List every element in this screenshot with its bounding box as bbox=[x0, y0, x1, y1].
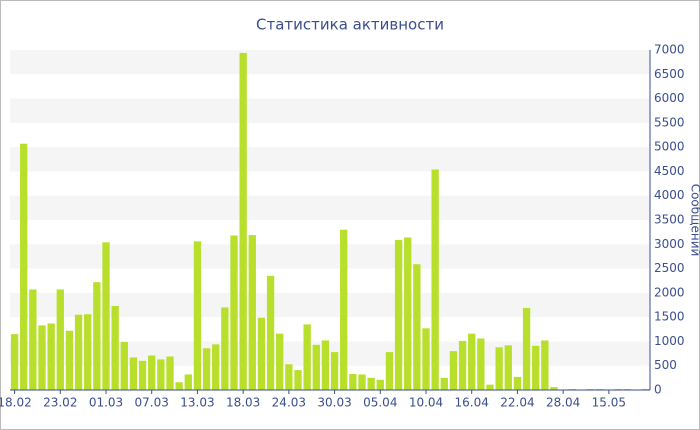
bar bbox=[20, 143, 28, 390]
grid-band bbox=[10, 98, 650, 123]
bar bbox=[221, 307, 229, 390]
y-tick-label: 4500 bbox=[654, 164, 685, 178]
bar bbox=[56, 289, 64, 390]
x-tick-label: 16.04 bbox=[455, 396, 489, 410]
bar bbox=[74, 314, 83, 390]
chart-title: Статистика активности bbox=[256, 16, 444, 34]
bar bbox=[321, 340, 330, 390]
bar bbox=[148, 355, 156, 390]
x-tick-label: 22.04 bbox=[500, 396, 534, 410]
bar bbox=[138, 360, 147, 390]
bar bbox=[93, 282, 101, 390]
bar bbox=[184, 374, 192, 390]
bar bbox=[248, 235, 256, 390]
bar bbox=[111, 305, 119, 390]
bar bbox=[65, 330, 74, 390]
bar bbox=[431, 169, 439, 390]
bar bbox=[266, 275, 275, 390]
bar bbox=[102, 242, 110, 390]
x-tick-label: 10.04 bbox=[409, 396, 443, 410]
x-tick-label: 13.03 bbox=[180, 396, 214, 410]
y-tick-label: 5000 bbox=[654, 140, 685, 154]
grid-band bbox=[10, 195, 650, 220]
x-tick-label: 01.03 bbox=[89, 396, 123, 410]
bar bbox=[550, 387, 558, 390]
bar bbox=[312, 344, 320, 390]
x-tick-label: 05.04 bbox=[363, 396, 397, 410]
y-tick-label: 3000 bbox=[654, 237, 685, 251]
bar bbox=[340, 229, 348, 390]
bar bbox=[449, 351, 458, 390]
bar bbox=[477, 338, 485, 390]
bar bbox=[285, 364, 293, 390]
x-tick-label: 30.03 bbox=[317, 396, 351, 410]
y-tick-label: 500 bbox=[654, 358, 677, 372]
bar bbox=[10, 334, 19, 390]
y-tick-label: 1500 bbox=[654, 310, 685, 324]
bar bbox=[376, 379, 384, 390]
bar bbox=[38, 325, 46, 390]
bar bbox=[303, 324, 311, 390]
bar bbox=[330, 352, 339, 390]
bar bbox=[513, 376, 522, 390]
bar bbox=[458, 340, 467, 390]
bar bbox=[404, 237, 412, 390]
bar bbox=[276, 333, 284, 390]
bar bbox=[120, 341, 128, 390]
bar bbox=[468, 333, 476, 390]
bar bbox=[358, 374, 366, 390]
x-tick-label: 18.02 bbox=[0, 396, 32, 410]
bar bbox=[349, 373, 357, 390]
bar bbox=[212, 344, 220, 390]
y-tick-label: 4000 bbox=[654, 188, 685, 202]
bar bbox=[541, 340, 549, 390]
y-tick-label: 1000 bbox=[654, 334, 685, 348]
bar bbox=[166, 356, 174, 390]
bar bbox=[394, 239, 403, 390]
bar bbox=[29, 289, 37, 390]
bar bbox=[522, 307, 531, 390]
bar bbox=[230, 235, 238, 390]
bar bbox=[47, 323, 55, 390]
bar bbox=[157, 359, 165, 390]
y-tick-label: 6000 bbox=[654, 91, 685, 105]
x-tick-label: 07.03 bbox=[135, 396, 169, 410]
y-axis-label: Сообщений bbox=[689, 184, 700, 257]
bar bbox=[202, 348, 211, 390]
bar bbox=[84, 314, 92, 390]
grid-band bbox=[10, 244, 650, 269]
x-tick-label: 18.03 bbox=[226, 396, 260, 410]
bar bbox=[532, 345, 540, 390]
bar bbox=[440, 377, 448, 390]
bar bbox=[367, 377, 375, 390]
bar bbox=[193, 241, 202, 390]
y-tick-label: 0 bbox=[654, 383, 662, 397]
x-tick-label: 23.02 bbox=[43, 396, 77, 410]
bar bbox=[486, 384, 494, 390]
grid-band bbox=[10, 50, 650, 75]
bar bbox=[495, 347, 503, 390]
bar bbox=[504, 345, 512, 390]
y-tick-label: 2500 bbox=[654, 261, 685, 275]
bar bbox=[294, 370, 302, 390]
x-tick-label: 28.04 bbox=[546, 396, 580, 410]
bar bbox=[257, 317, 266, 390]
bar bbox=[422, 328, 430, 390]
grid-band bbox=[10, 147, 650, 172]
y-tick-label: 7000 bbox=[654, 43, 685, 57]
y-tick-label: 5500 bbox=[654, 115, 685, 129]
y-tick-label: 6500 bbox=[654, 67, 685, 81]
bar bbox=[385, 352, 394, 390]
y-tick-label: 3500 bbox=[654, 213, 685, 227]
y-tick-label: 2000 bbox=[654, 285, 685, 299]
bar bbox=[129, 357, 138, 390]
bar bbox=[413, 264, 421, 390]
x-tick-label: 24.03 bbox=[272, 396, 306, 410]
x-tick-label: 15.05 bbox=[592, 396, 626, 410]
bar bbox=[239, 52, 247, 391]
bar bbox=[175, 382, 183, 390]
